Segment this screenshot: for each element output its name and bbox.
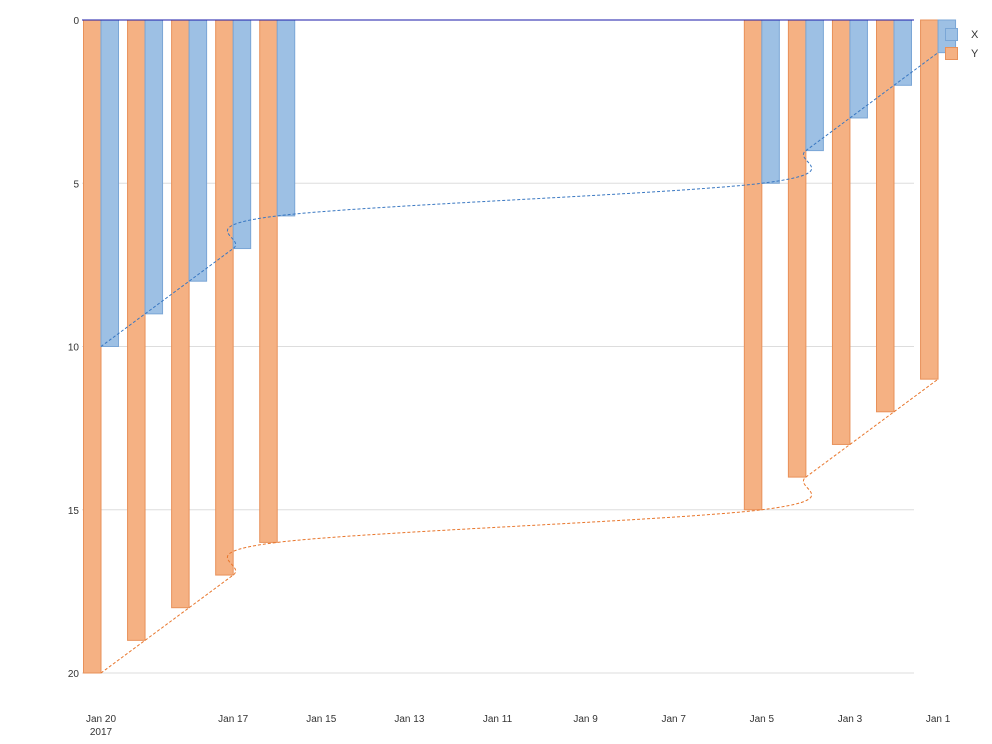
bar-x bbox=[805, 19, 824, 152]
bar-y bbox=[215, 19, 234, 576]
bar-x bbox=[100, 19, 119, 347]
legend-label-x: X bbox=[971, 29, 979, 41]
bar-y bbox=[171, 19, 190, 609]
x-tick-label: Jan 3 bbox=[838, 714, 863, 725]
bar-y bbox=[127, 19, 146, 641]
x-axis-year-label: 2017 bbox=[90, 727, 113, 738]
bar-x bbox=[276, 19, 296, 217]
bar-y bbox=[831, 19, 851, 445]
bar-y bbox=[83, 19, 102, 674]
x-tick-label: Jan 7 bbox=[661, 714, 686, 725]
y-tick-label: 15 bbox=[68, 506, 80, 517]
legend-swatch-y bbox=[945, 47, 958, 60]
x-tick-label: Jan 11 bbox=[483, 714, 513, 725]
legend-swatch-x bbox=[945, 28, 958, 41]
y-tick-label: 0 bbox=[73, 16, 79, 27]
x-axis-tick-labels: Jan 20 Jan 17 Jan 15 Jan 13 Jan 11 Jan 9 Jan 7… bbox=[86, 714, 951, 725]
x-tick-label: Jan 1 bbox=[926, 714, 951, 725]
x-tick-label: Jan 15 bbox=[306, 714, 336, 725]
trendline-y bbox=[100, 378, 939, 674]
bar-x bbox=[232, 19, 252, 250]
bar-y bbox=[920, 19, 939, 380]
x-tick-label: Jan 17 bbox=[218, 714, 248, 725]
bar-x bbox=[188, 19, 208, 282]
trendlines bbox=[100, 52, 939, 674]
bar-y bbox=[787, 19, 807, 478]
x-tick-label: Jan 9 bbox=[573, 714, 598, 725]
bar-x bbox=[761, 19, 780, 184]
trendline-x bbox=[100, 52, 939, 347]
bar-x bbox=[849, 19, 868, 119]
legend[interactable]: XY bbox=[945, 28, 980, 61]
y-tick-label: 10 bbox=[68, 343, 80, 354]
bar-y bbox=[743, 19, 763, 511]
bar-y bbox=[259, 19, 278, 543]
bar-y bbox=[876, 19, 895, 413]
bar-x bbox=[893, 19, 912, 86]
x-tick-label: Jan 13 bbox=[394, 714, 424, 725]
x-tick-label: Jan 20 bbox=[86, 714, 116, 725]
legend-label-y: Y bbox=[971, 48, 979, 60]
x-tick-label: Jan 5 bbox=[750, 714, 775, 725]
y-axis-tick-labels: 0 5 10 15 20 bbox=[68, 16, 80, 680]
y-tick-label: 20 bbox=[68, 669, 80, 680]
y-tick-label: 5 bbox=[73, 179, 79, 190]
bars bbox=[83, 19, 957, 674]
bar-x bbox=[144, 19, 164, 315]
